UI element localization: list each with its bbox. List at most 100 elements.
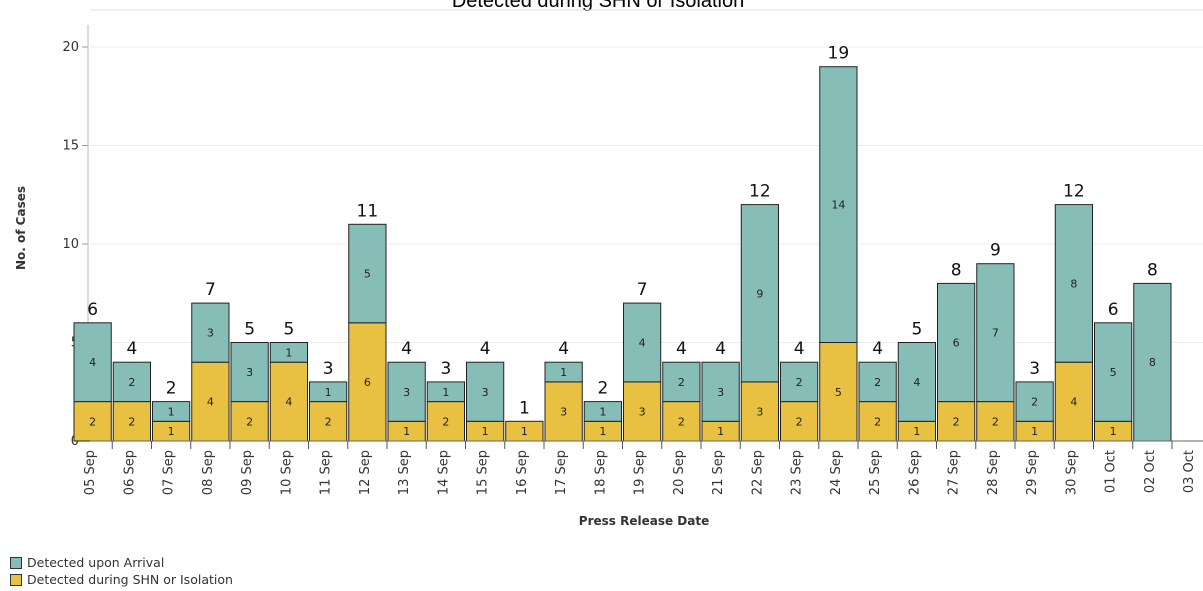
x-tick-label: 14 Sep (436, 450, 451, 495)
segment-label-arrival: 3 (482, 386, 489, 399)
legend: Detected upon Arrival Detected during SH… (10, 554, 233, 588)
segment-label-arrival: 2 (1031, 396, 1038, 409)
total-label: 11 (357, 201, 379, 221)
x-tick-label: 08 Sep (201, 450, 216, 495)
segment-label-arrival: 2 (874, 376, 881, 389)
bar-shn (348, 322, 387, 442)
bar-arrival (623, 302, 662, 383)
segment-label-arrival: 6 (953, 337, 960, 350)
total-label: 9 (990, 241, 1001, 261)
segment-label-shn: 1 (1110, 425, 1117, 438)
total-label: 3 (440, 359, 451, 379)
total-label: 4 (715, 339, 726, 359)
bar-arrival (466, 361, 505, 422)
segment-label-arrival: 3 (246, 366, 253, 379)
x-tick-label: 07 Sep (162, 450, 177, 495)
x-tick-label: 19 Sep (633, 450, 648, 495)
bars (73, 66, 1172, 442)
segment-label-arrival: 1 (560, 366, 567, 379)
segment-label-arrival: 1 (285, 346, 292, 359)
segment-label-shn: 1 (913, 425, 920, 438)
segment-label-shn: 3 (639, 405, 646, 418)
segment-label-shn: 4 (207, 396, 214, 409)
segment-label-arrival: 3 (207, 327, 214, 340)
segment-label-arrival: 4 (639, 337, 646, 350)
x-tick-label: 22 Sep (750, 450, 765, 495)
bar-arrival (269, 342, 308, 363)
segment-label-shn: 2 (874, 415, 881, 428)
x-tick-label: 26 Sep (907, 450, 922, 495)
bar-shn (1054, 361, 1093, 442)
legend-item-arrival[interactable]: Detected upon Arrival (10, 554, 233, 571)
segment-label-shn: 1 (403, 425, 410, 438)
x-tick-label: 30 Sep (1064, 450, 1079, 495)
x-tick-label: 25 Sep (868, 450, 883, 495)
segment-label-arrival: 3 (403, 386, 410, 399)
segment-label-shn: 1 (482, 425, 489, 438)
bar-arrival (544, 361, 583, 383)
segment-label-arrival: 9 (756, 287, 763, 300)
bar-shn (662, 401, 701, 442)
y-tick-label: 15 (62, 139, 79, 154)
segment-label-shn: 2 (992, 415, 999, 428)
x-tick-label: 11 Sep (319, 450, 334, 495)
legend-swatch-arrival (10, 556, 22, 569)
x-tick-label: 15 Sep (476, 450, 491, 495)
segment-label-shn: 2 (128, 415, 135, 428)
bar-shn (819, 342, 858, 442)
segment-label-arrival: 1 (325, 386, 332, 399)
x-tick-label: 17 Sep (554, 450, 569, 495)
y-tick-label: 10 (62, 237, 79, 252)
segment-label-arrival: 4 (89, 356, 96, 369)
total-label: 5 (283, 320, 294, 340)
x-tick-label: 23 Sep (790, 450, 805, 495)
total-label: 4 (126, 339, 137, 359)
segment-label-arrival: 5 (364, 268, 371, 281)
segment-label-shn: 1 (599, 425, 606, 438)
bar-arrival (740, 204, 779, 383)
total-label: 5 (244, 320, 255, 340)
x-tick-label: 20 Sep (672, 450, 687, 495)
segment-label-shn: 1 (717, 425, 724, 438)
legend-swatch-shn (10, 573, 22, 586)
segment-label-shn: 2 (89, 415, 96, 428)
total-label: 4 (401, 339, 412, 359)
legend-item-shn[interactable]: Detected during SHN or Isolation (10, 571, 233, 588)
x-axis-title: Press Release Date (579, 514, 709, 528)
total-label: 7 (637, 280, 648, 300)
bar-arrival (819, 66, 858, 343)
total-label: 4 (480, 339, 491, 359)
segment-label-arrival: 1 (168, 405, 175, 418)
x-tick-label: 10 Sep (279, 450, 294, 495)
bar-shn (623, 381, 662, 442)
segment-label-arrival: 4 (913, 376, 920, 389)
x-tick-label: 29 Sep (1025, 450, 1040, 495)
bar-shn (544, 381, 583, 442)
bar-arrival (73, 322, 112, 403)
bar-shn (230, 401, 269, 442)
segment-label-arrival: 2 (796, 376, 803, 389)
bar-arrival (976, 263, 1015, 403)
chart-title: Detected during SHN or Isolation (452, 0, 744, 12)
bar-arrival (701, 361, 740, 422)
bar-arrival (1094, 322, 1133, 422)
legend-label-arrival: Detected upon Arrival (27, 555, 165, 570)
bar-arrival (662, 361, 701, 403)
segment-label-arrival: 1 (599, 405, 606, 418)
bar-arrival (387, 361, 426, 422)
total-label: 12 (1063, 182, 1085, 202)
total-label: 2 (597, 379, 608, 399)
segment-label-shn: 4 (285, 396, 292, 409)
segment-label-shn: 2 (246, 415, 253, 428)
total-label: 8 (1147, 260, 1158, 280)
bar-arrival (348, 223, 387, 324)
bar-arrival (858, 361, 897, 403)
x-tick-label: 16 Sep (515, 450, 530, 495)
bar-arrival (426, 381, 465, 403)
segment-label-shn: 4 (1070, 396, 1077, 409)
x-tick-label: 13 Sep (397, 450, 412, 495)
segment-label-arrival: 3 (717, 386, 724, 399)
total-label: 12 (749, 182, 771, 202)
bar-arrival (309, 381, 348, 403)
